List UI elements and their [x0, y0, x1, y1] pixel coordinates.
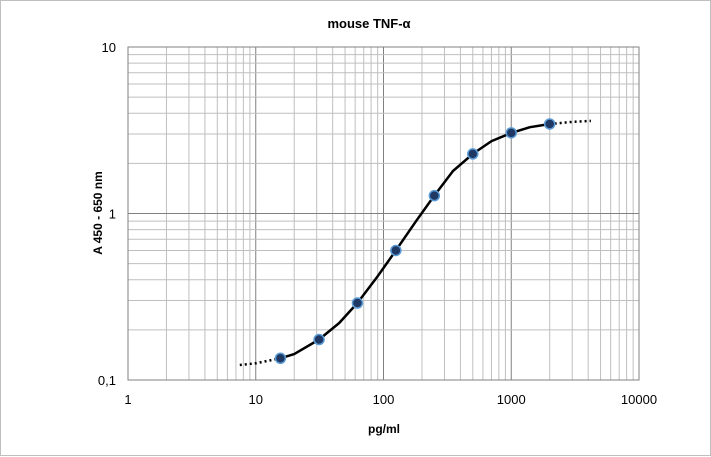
fit-curve-extrapolation-low [239, 357, 281, 367]
x-tick-label: 10000 [621, 392, 657, 407]
x-tick-label: 1000 [497, 392, 526, 407]
data-point [428, 189, 441, 202]
plot-area [127, 46, 640, 381]
fit-curve [280, 122, 550, 360]
data-points [274, 118, 556, 365]
fit-curve-extrapolation-high [549, 119, 591, 126]
data-point [390, 244, 402, 257]
data-point [505, 127, 517, 139]
data-point [274, 352, 287, 365]
x-tick-labels: 1 10 100 1000 10000 [124, 392, 657, 407]
chart-title: mouse TNF-α [327, 16, 410, 31]
data-point [467, 148, 479, 160]
y-tick-labels: 0,1 1 10 [98, 40, 116, 388]
x-axis-label: pg/ml [368, 422, 400, 436]
x-tick-label: 10 [249, 392, 263, 407]
y-tick-label: 0,1 [98, 373, 116, 388]
gridlines [127, 47, 639, 381]
y-tick-label: 1 [109, 207, 116, 222]
data-point [351, 297, 364, 309]
y-axis-label: A 450 - 650 nm [91, 171, 105, 255]
y-tick-label: 10 [102, 40, 116, 55]
data-point [313, 333, 325, 346]
x-tick-label: 100 [373, 392, 395, 407]
data-point [543, 118, 556, 130]
fit-curve-group [239, 119, 591, 367]
x-tick-label: 1 [124, 392, 131, 407]
